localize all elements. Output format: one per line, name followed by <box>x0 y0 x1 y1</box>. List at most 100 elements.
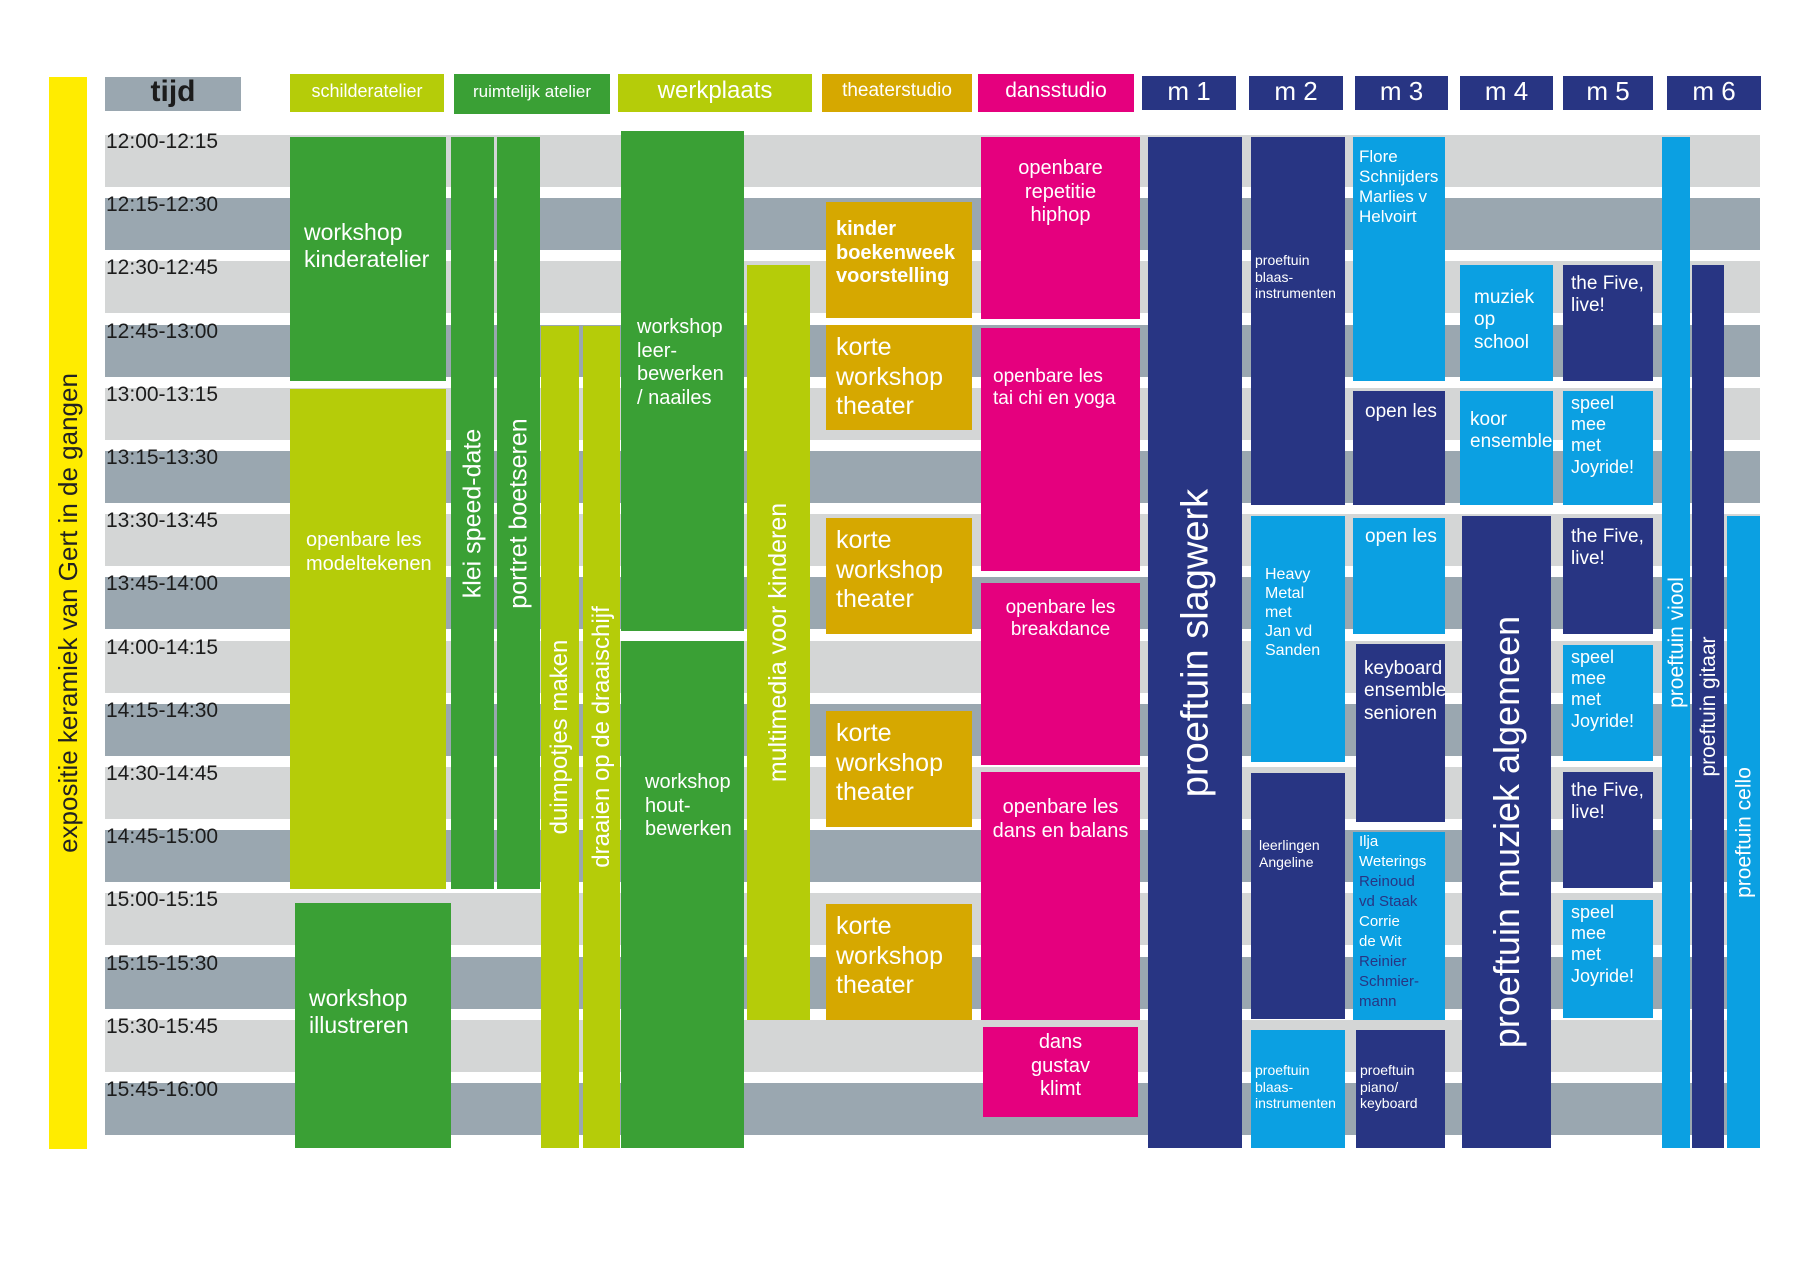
event-ilja-weterings: Ilja Weterings Reinoud vd Staak Corrie de Wit… <box>1353 832 1445 1020</box>
event-proeftuin-slagwerk: proeftuin slagwerk <box>1148 137 1242 1148</box>
column-header-m2: m 2 <box>1249 76 1343 110</box>
event-the-five-live-1: the Five, live! <box>1563 265 1653 381</box>
event-portret-boetseren: portret boetseren <box>497 137 540 889</box>
time-slot-label: 13:15-13:30 <box>106 446 219 469</box>
event-label: multimedia voor kinderen <box>764 502 792 783</box>
event-label: proeftuin blaas- instrumenten <box>1255 252 1336 302</box>
event-label: dans gustav klimt <box>1031 1031 1090 1101</box>
event-label: korte workshop theater <box>836 719 943 806</box>
event-label: korte workshop theater <box>836 526 943 613</box>
column-header-schilderatelier: schilderatelier <box>290 74 444 112</box>
event-the-five-live-3: the Five, live! <box>1563 772 1653 888</box>
performer-line: Ilja <box>1359 833 1379 850</box>
event-label: duimpotjes maken <box>546 639 573 835</box>
event-label: draaien op de draaischijf <box>587 606 615 868</box>
column-header-m4: m 4 <box>1460 76 1553 110</box>
column-header-werkplaats: werkplaats <box>618 74 812 112</box>
event-muziek-op-school: muziek op school <box>1460 265 1553 381</box>
event-open-les-2: open les <box>1353 518 1445 634</box>
event-the-five-live-2: the Five, live! <box>1563 518 1653 634</box>
time-slot-label: 15:00-15:15 <box>106 888 219 912</box>
time-slot-label: 14:45-15:00 <box>106 825 219 849</box>
event-label: keyboard ensemble senioren <box>1364 658 1445 724</box>
time-slot-label: 14:30-14:45 <box>106 762 219 785</box>
event-klei-speed-date: klei speed-date <box>451 137 494 889</box>
event-label: muziek op school <box>1474 287 1535 353</box>
event-label: proeftuin gitaar <box>1696 636 1720 777</box>
column-header-m1: m 1 <box>1142 76 1236 110</box>
event-kinderboekenweek-voorstelling: kinder boekenweek voorstelling <box>826 202 972 318</box>
performer-line: Reinier <box>1359 953 1407 970</box>
event-label: proeftuin blaas- instrumenten <box>1255 1062 1336 1112</box>
event-label: openbare repetitie hiphop <box>1018 157 1103 227</box>
event-workshop-illustreren: workshop illustreren <box>295 903 451 1148</box>
event-label: Ilja Weterings Reinoud vd Staak Corrie de Wit… <box>1359 832 1426 1012</box>
time-slot-label: 14:00-14:15 <box>106 635 219 659</box>
event-label: open les <box>1365 401 1437 422</box>
event-label: klei speed-date <box>458 428 486 598</box>
event-openbare-les-tai-chi: openbare les tai chi en yoga <box>981 328 1140 571</box>
event-openbare-les-dans-en-balans: openbare les dans en balans <box>981 772 1140 1020</box>
event-korte-workshop-theater-1: korte workshop theater <box>826 325 972 430</box>
event-keyboard-ensemble-senioren: keyboard ensemble senioren <box>1356 644 1445 822</box>
event-label: speel mee met Joyride! <box>1571 902 1635 986</box>
performer-line: Weterings <box>1359 853 1427 870</box>
event-flore-schnijders: Flore Schnijders Marlies v Helvoirt <box>1353 137 1445 381</box>
event-speel-mee-joyride-2: speel mee met Joyride! <box>1563 645 1653 761</box>
event-leerlingen-angeline: leerlingen Angeline <box>1251 773 1345 1019</box>
column-header-tijd: tijd <box>105 77 241 111</box>
event-proeftuin-gitaar: proeftuin gitaar <box>1692 265 1724 1148</box>
event-draaien-op-de-draaischijf: draaien op de draaischijf <box>583 326 620 1148</box>
event-korte-workshop-theater-3: korte workshop theater <box>826 711 972 827</box>
performer-line: vd Staak <box>1359 893 1418 910</box>
performer-line: Schmier- <box>1359 973 1420 990</box>
event-proeftuin-blaasinstrumenten-2: proeftuin blaas- instrumenten <box>1251 1030 1345 1148</box>
time-slot-label: 15:15-15:30 <box>106 951 219 975</box>
event-label: the Five, live! <box>1571 273 1644 317</box>
event-label: Heavy Metal met Jan vd Sanden <box>1265 566 1321 659</box>
event-workshop-leerbewerken: workshop leer- bewerken / naailes <box>621 131 744 631</box>
event-label: Flore Schnijders Marlies v Helvoirt <box>1359 147 1439 227</box>
time-slot-label: 12:00-12:15 <box>106 130 219 153</box>
event-korte-workshop-theater-2: korte workshop theater <box>826 518 972 634</box>
event-label: workshop hout- bewerken <box>645 771 732 841</box>
event-open-les-1: open les <box>1353 391 1445 505</box>
event-label: korte workshop theater <box>836 912 943 999</box>
event-label: koor ensemble <box>1470 409 1553 453</box>
event-label: speel mee met Joyride! <box>1571 647 1635 731</box>
event-label: openbare les breakdance <box>1005 597 1116 641</box>
event-proeftuin-blaasinstrumenten-1: proeftuin blaas- instrumenten <box>1251 137 1345 505</box>
performer-line: mann <box>1359 993 1397 1010</box>
time-slot-label: 12:30-12:45 <box>106 256 219 280</box>
event-label: workshop kinderatelier <box>304 219 430 273</box>
event-duimpotjes-maken: duimpotjes maken <box>541 326 579 1148</box>
event-label: the Five, live! <box>1571 780 1644 824</box>
time-slot-label: 12:15-12:30 <box>106 193 219 217</box>
performer-line: Corrie <box>1359 913 1400 930</box>
event-dans-gustav-klimt: dans gustav klimt <box>983 1027 1138 1117</box>
time-slot-label: 15:30-15:45 <box>106 1014 219 1038</box>
event-label: speel mee met Joyride! <box>1571 393 1635 477</box>
event-workshop-kinderatelier: workshop kinderatelier <box>290 137 446 381</box>
column-header-ruimtelijk: ruimtelijk atelier <box>454 74 610 114</box>
event-label: korte workshop theater <box>836 333 943 420</box>
time-slot-label: 13:00-13:15 <box>106 382 219 406</box>
column-header-theaterstudio: theaterstudio <box>822 74 972 112</box>
event-label: workshop illustreren <box>309 985 409 1039</box>
event-label: kinder boekenweek voorstelling <box>836 218 955 288</box>
event-multimedia-voor-kinderen: multimedia voor kinderen <box>747 265 810 1020</box>
performer-line: de Wit <box>1359 933 1402 950</box>
time-slot-label: 13:45-14:00 <box>106 572 219 596</box>
event-speel-mee-joyride-3: speel mee met Joyride! <box>1563 900 1653 1018</box>
event-label: openbare les modeltekenen <box>306 529 432 575</box>
event-label: openbare les tai chi en yoga <box>993 366 1116 410</box>
event-openbare-les-breakdance: openbare les breakdance <box>981 583 1140 765</box>
event-label: proeftuin muziek algemeen <box>1485 615 1527 1049</box>
column-header-m5: m 5 <box>1563 76 1653 110</box>
side-label: expositie keramiek van Gert in de gangen <box>53 373 83 853</box>
event-label: the Five, live! <box>1571 526 1644 570</box>
event-proeftuin-muziek-algemeen: proeftuin muziek algemeen <box>1462 516 1551 1148</box>
event-proeftuin-cello: proeftuin cello <box>1727 516 1760 1148</box>
event-label: proeftuin slagwerk <box>1174 488 1216 797</box>
